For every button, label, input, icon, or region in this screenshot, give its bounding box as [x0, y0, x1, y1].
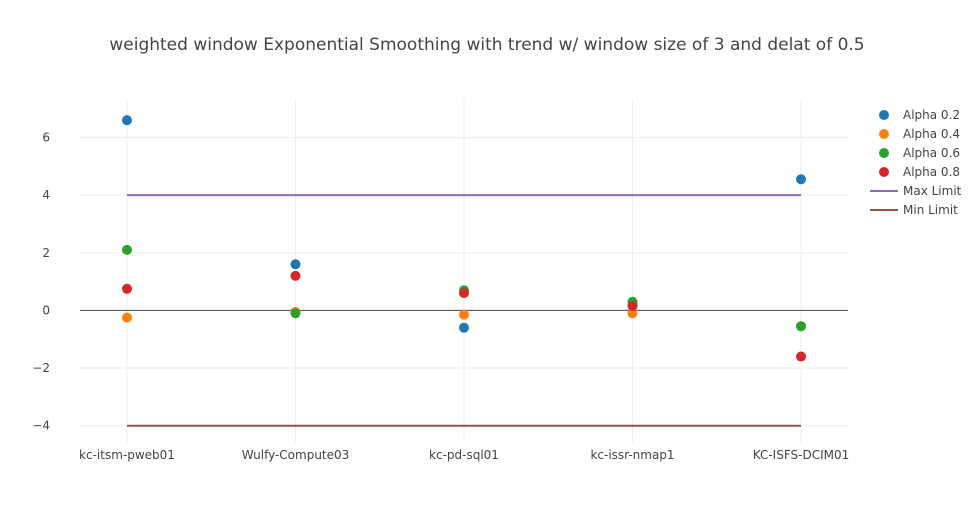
legend[interactable]: Alpha 0.2 Alpha 0.4 Alpha 0.6 Alpha 0.8 Max … — [870, 108, 962, 217]
x-tick-label: kc-itsm-pweb01 — [79, 448, 175, 462]
y-tick-label: −4 — [32, 419, 50, 433]
legend-item[interactable]: Alpha 0.6 — [879, 146, 960, 160]
x-tick-label: kc-pd-sql01 — [429, 448, 499, 462]
data-point-alpha-0-8[interactable] — [796, 351, 806, 362]
y-tick-label: −2 — [32, 361, 50, 375]
x-tick-label: kc-issr-nmap1 — [590, 448, 674, 462]
legend-marker-swatch — [879, 129, 889, 139]
x-tick-label: Wulfy-Compute03 — [242, 448, 350, 462]
legend-item[interactable]: Max Limit — [870, 184, 962, 198]
data-point-alpha-0-4[interactable] — [627, 308, 638, 319]
data-point-alpha-0-2[interactable] — [796, 174, 806, 185]
y-tick-label: 0 — [42, 303, 50, 317]
y-tick-label: 6 — [42, 130, 50, 144]
legend-label: Alpha 0.2 — [903, 108, 960, 122]
y-tick-label: 2 — [42, 246, 50, 260]
data-point-alpha-0-2[interactable] — [122, 115, 132, 126]
legend-marker-swatch — [879, 110, 889, 120]
data-point-alpha-0-2[interactable] — [459, 322, 469, 333]
chart-title: weighted window Exponential Smoothing wi… — [109, 35, 864, 55]
data-point-alpha-0-2[interactable] — [290, 259, 301, 270]
data-point-alpha-0-6[interactable] — [290, 308, 301, 319]
legend-label: Alpha 0.8 — [903, 165, 960, 179]
axes: kc-itsm-pweb01 Wulfy-Compute03 kc-pd-sql01… — [32, 130, 849, 462]
data-point-alpha-0-8[interactable] — [627, 301, 638, 312]
data-point-alpha-0-8[interactable] — [122, 283, 132, 294]
data-point-alpha-0-8[interactable] — [290, 270, 301, 281]
legend-item[interactable]: Min Limit — [870, 203, 958, 217]
x-tick-label: KC-ISFS-DCIM01 — [753, 448, 850, 462]
legend-item[interactable]: Alpha 0.4 — [879, 127, 960, 141]
limit-lines — [127, 194, 801, 427]
legend-item[interactable]: Alpha 0.2 — [879, 108, 960, 122]
legend-label: Alpha 0.4 — [903, 127, 960, 141]
data-markers — [122, 115, 806, 362]
data-point-alpha-0-6[interactable] — [122, 244, 132, 255]
legend-label: Min Limit — [903, 203, 958, 217]
legend-marker-swatch — [879, 167, 889, 177]
y-tick-label: 4 — [42, 188, 50, 202]
legend-label: Alpha 0.6 — [903, 146, 960, 160]
data-point-alpha-0-4[interactable] — [459, 309, 469, 320]
data-point-alpha-0-4[interactable] — [122, 312, 132, 323]
legend-marker-swatch — [879, 148, 889, 158]
legend-item[interactable]: Alpha 0.8 — [879, 165, 960, 179]
data-point-alpha-0-8[interactable] — [459, 288, 469, 299]
grid-lines — [80, 100, 848, 443]
data-point-alpha-0-6[interactable] — [796, 321, 806, 332]
legend-label: Max Limit — [903, 184, 962, 198]
